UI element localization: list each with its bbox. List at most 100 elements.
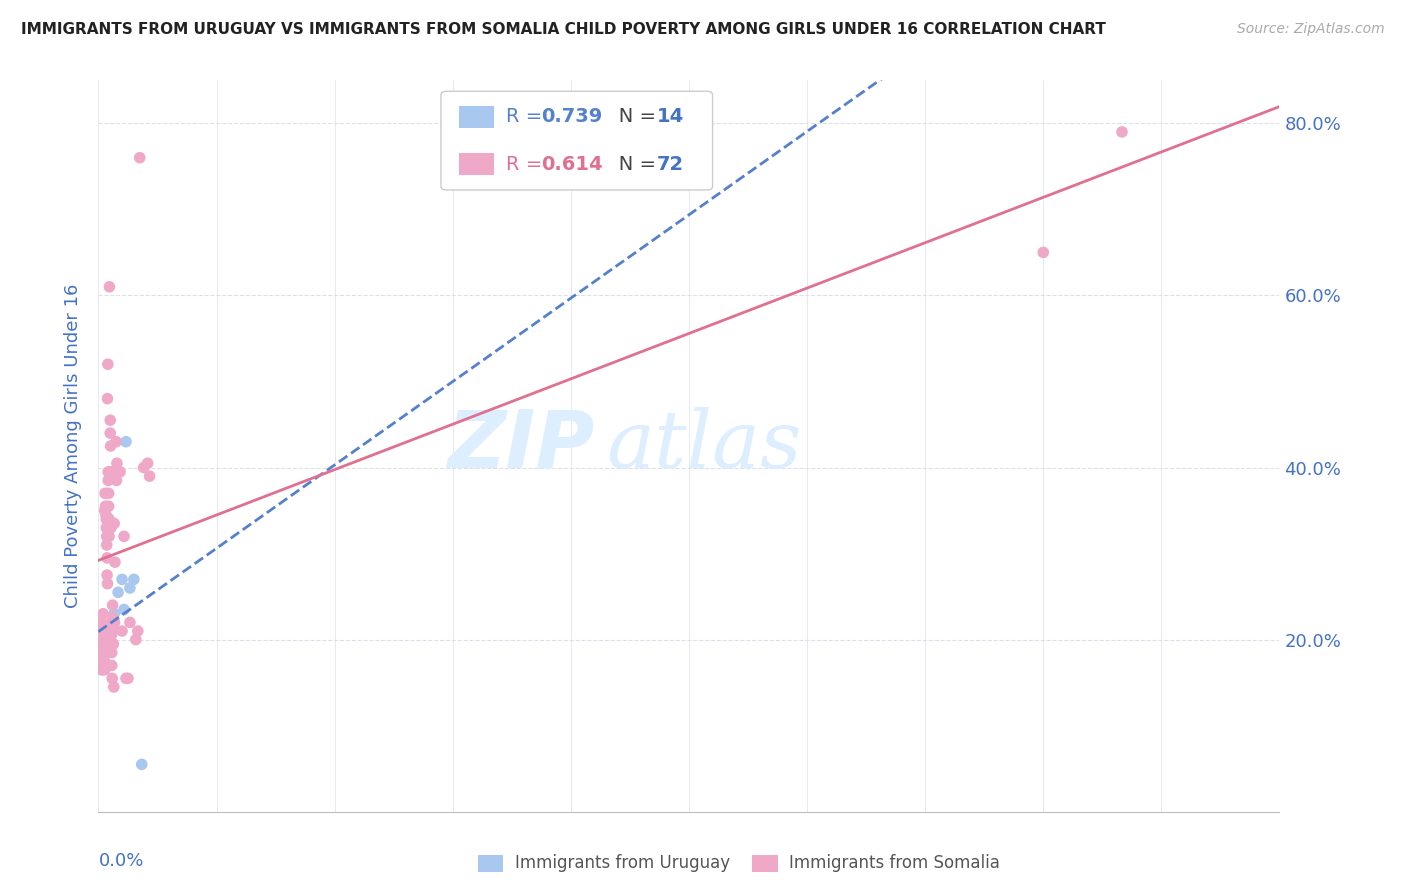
Point — [96, 512, 118, 526]
Point — [131, 757, 153, 772]
Bar — [458, 153, 494, 176]
Point — [118, 581, 141, 595]
Point — [91, 646, 114, 660]
Point — [93, 663, 115, 677]
Point — [91, 654, 114, 668]
Point — [96, 646, 118, 660]
Point — [93, 646, 115, 660]
Point — [94, 486, 117, 500]
Text: Source: ZipAtlas.com: Source: ZipAtlas.com — [1237, 22, 1385, 37]
Point — [105, 474, 128, 488]
Point — [112, 602, 135, 616]
Point — [98, 512, 121, 526]
Point — [101, 658, 124, 673]
Point — [98, 529, 121, 543]
Text: 72: 72 — [657, 155, 685, 174]
Point — [105, 434, 128, 449]
Point — [101, 615, 124, 630]
Point — [101, 611, 124, 625]
FancyBboxPatch shape — [441, 91, 713, 190]
Point — [105, 456, 128, 470]
Point — [96, 521, 118, 535]
Point — [103, 516, 125, 531]
Point — [104, 465, 127, 479]
Point — [118, 615, 141, 630]
Text: 0.614: 0.614 — [541, 155, 603, 174]
Point — [91, 663, 114, 677]
Point — [100, 628, 122, 642]
Point — [103, 680, 125, 694]
Point — [96, 568, 118, 582]
Point — [91, 628, 114, 642]
Point — [97, 500, 120, 514]
Point — [111, 624, 134, 638]
Point — [132, 460, 155, 475]
Point — [98, 280, 121, 294]
Point — [103, 607, 125, 621]
Point — [100, 439, 122, 453]
Point — [93, 503, 115, 517]
Text: 0.739: 0.739 — [541, 107, 603, 127]
Bar — [458, 106, 494, 128]
Point — [100, 615, 122, 630]
Point — [115, 434, 138, 449]
Point — [107, 465, 129, 479]
Point — [96, 550, 118, 565]
Text: R =: R = — [506, 155, 548, 174]
Point — [97, 486, 120, 500]
Point — [127, 624, 149, 638]
Point — [91, 632, 114, 647]
Point — [97, 465, 120, 479]
Point — [101, 598, 124, 612]
Text: N =: N = — [600, 107, 662, 127]
Text: 0.0%: 0.0% — [98, 852, 143, 870]
Point — [97, 474, 120, 488]
Text: R =: R = — [506, 107, 548, 127]
Point — [96, 529, 118, 543]
Point — [112, 529, 135, 543]
Point — [97, 357, 120, 371]
Point — [96, 392, 118, 406]
Point — [136, 456, 159, 470]
Point — [108, 465, 131, 479]
Point — [93, 632, 115, 647]
Point — [94, 500, 117, 514]
Point — [98, 624, 121, 638]
Point — [117, 671, 139, 685]
Point — [104, 555, 127, 569]
Point — [93, 624, 115, 638]
Point — [100, 521, 122, 535]
Point — [91, 637, 114, 651]
Point — [125, 632, 148, 647]
Text: N =: N = — [600, 155, 662, 174]
Text: ZIP: ZIP — [447, 407, 595, 485]
Point — [103, 615, 125, 630]
Y-axis label: Child Poverty Among Girls Under 16: Child Poverty Among Girls Under 16 — [65, 284, 83, 608]
Point — [1111, 125, 1133, 139]
Text: Immigrants from Uruguay: Immigrants from Uruguay — [515, 855, 730, 872]
Point — [100, 465, 122, 479]
Point — [111, 573, 134, 587]
Point — [1032, 245, 1054, 260]
Point — [101, 646, 124, 660]
Text: atlas: atlas — [606, 408, 801, 484]
Point — [128, 151, 150, 165]
Point — [91, 607, 114, 621]
Point — [91, 620, 114, 634]
Point — [98, 426, 121, 441]
Point — [96, 538, 118, 552]
Point — [138, 469, 160, 483]
Point — [103, 624, 125, 638]
Point — [101, 671, 124, 685]
Point — [93, 654, 115, 668]
Point — [115, 671, 138, 685]
Text: IMMIGRANTS FROM URUGUAY VS IMMIGRANTS FROM SOMALIA CHILD POVERTY AMONG GIRLS UND: IMMIGRANTS FROM URUGUAY VS IMMIGRANTS FR… — [21, 22, 1107, 37]
Point — [107, 585, 129, 599]
Point — [97, 637, 120, 651]
Point — [90, 615, 112, 630]
Text: Immigrants from Somalia: Immigrants from Somalia — [789, 855, 1000, 872]
Point — [103, 637, 125, 651]
Point — [93, 654, 115, 668]
Point — [122, 573, 145, 587]
Point — [94, 508, 117, 522]
